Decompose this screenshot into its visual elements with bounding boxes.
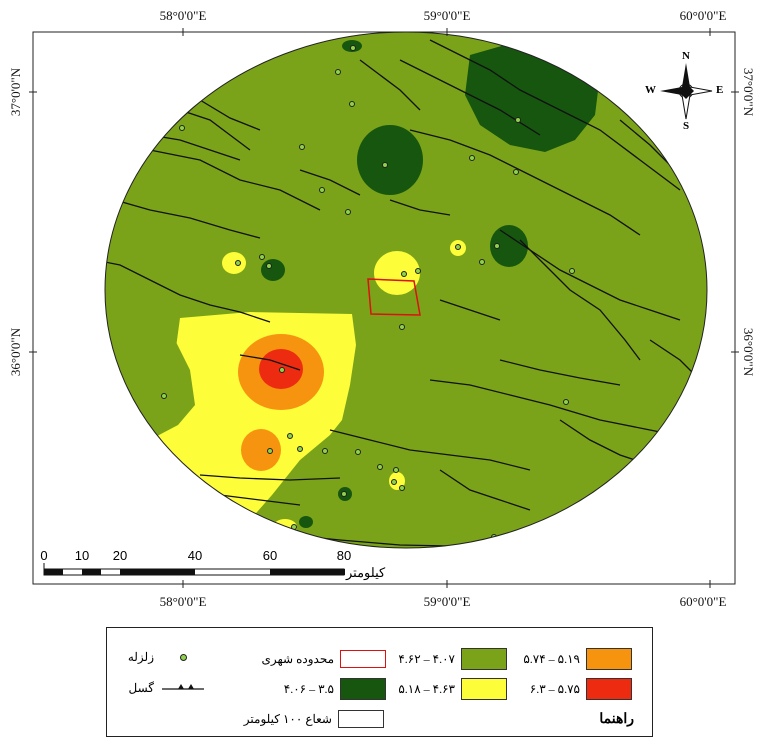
legend-class-5: ۵.۷۵ – ۶.۳	[530, 678, 632, 700]
lat-label-right-36: 36°0'0"N	[741, 327, 756, 377]
legend-radius: شعاع ۱۰۰ کیلومتر	[244, 710, 384, 728]
map-content	[105, 32, 707, 548]
earthquake-points	[111, 45, 575, 540]
compass-w: W	[645, 84, 656, 96]
lon-label-top-59: 59°0'0"E	[423, 8, 471, 23]
lat-label-right-37: 37°0'0"N	[741, 67, 756, 117]
lon-label-bottom-59: 59°0'0"E	[423, 594, 471, 609]
lon-label-bottom-60: 60°0'0"E	[679, 594, 727, 609]
legend-label-urban: محدوده شهری	[261, 651, 335, 666]
legend-title: راهنما	[599, 710, 634, 726]
lon-label-top-60: 60°0'0"E	[679, 8, 727, 23]
scale-label-0: 0	[40, 548, 48, 563]
legend-swatch-radius	[338, 710, 384, 728]
zone-class-3-city	[374, 251, 420, 295]
legend-label-class-3: ۴.۶۳ – ۵.۱۸	[398, 681, 455, 696]
scale-unit: کیلومتر	[346, 565, 386, 580]
legend-swatch-class-3	[461, 678, 507, 700]
map-ticks	[29, 28, 739, 588]
lon-label-bottom-58: 58°0'0"E	[159, 594, 207, 609]
radius-outline	[104, 31, 708, 549]
legend-label-earthquake: زلزله	[127, 650, 154, 664]
zone-class-1-w	[261, 259, 285, 281]
legend-class-3: ۴.۶۳ – ۵.۱۸	[398, 678, 507, 700]
legend-class-1: ۳.۵ – ۴.۰۶	[284, 678, 386, 700]
scale-label-20: 20	[112, 548, 128, 563]
legend-swatch-class-2	[461, 648, 507, 670]
legend-swatch-class-5	[586, 678, 632, 700]
compass-e: E	[716, 84, 724, 96]
compass-n: N	[682, 50, 690, 62]
legend-label-class-4: ۵.۱۹ – ۵.۷۴	[523, 651, 580, 666]
lat-label-left-36: 36°0'0"N	[8, 327, 23, 377]
map-legend: ۵.۱۹ – ۵.۷۴ ۴.۰۷ – ۴.۶۲ محدوده شهری زلزل…	[106, 627, 653, 737]
scale-bar	[43, 563, 345, 576]
scale-label-10: 10	[74, 548, 90, 563]
scale-label-40: 40	[187, 548, 203, 563]
scale-label-60: 60	[262, 548, 278, 563]
legend-urban: محدوده شهری	[261, 650, 386, 668]
legend-label-radius: شعاع ۱۰۰ کیلومتر	[243, 711, 332, 726]
legend-label-fault: گسل	[128, 680, 154, 695]
urban-boundary	[367, 278, 421, 316]
scale-label-80: 80	[336, 548, 352, 563]
zone-class-1-e	[490, 225, 528, 267]
legend-swatch-class-1	[340, 678, 386, 700]
north-arrow-icon	[660, 63, 713, 120]
lon-label-top-58: 58°0'0"E	[159, 8, 207, 23]
legend-fault: گسل	[128, 680, 206, 696]
legend-swatch-urban	[340, 650, 386, 668]
legend-class-4: ۵.۱۹ – ۵.۷۴	[523, 648, 632, 670]
lat-label-left-37: 37°0'0"N	[8, 67, 23, 117]
compass-s: S	[683, 120, 690, 132]
zone-class-3-small	[222, 252, 246, 274]
zone-class-4-small	[241, 429, 281, 471]
zone-class-1-s2	[299, 516, 313, 528]
legend-earthquake-icon	[160, 650, 206, 665]
legend-fault-icon	[160, 680, 206, 696]
legend-label-class-2: ۴.۰۷ – ۴.۶۲	[398, 651, 455, 666]
legend-label-class-5: ۵.۷۵ – ۶.۳	[529, 681, 580, 696]
legend-label-class-1: ۳.۵ – ۴.۰۶	[283, 681, 334, 696]
zone-class-1-n	[357, 125, 423, 195]
legend-class-2: ۴.۰۷ – ۴.۶۲	[398, 648, 507, 670]
legend-swatch-class-4	[586, 648, 632, 670]
legend-earthquake: زلزله	[128, 650, 206, 665]
